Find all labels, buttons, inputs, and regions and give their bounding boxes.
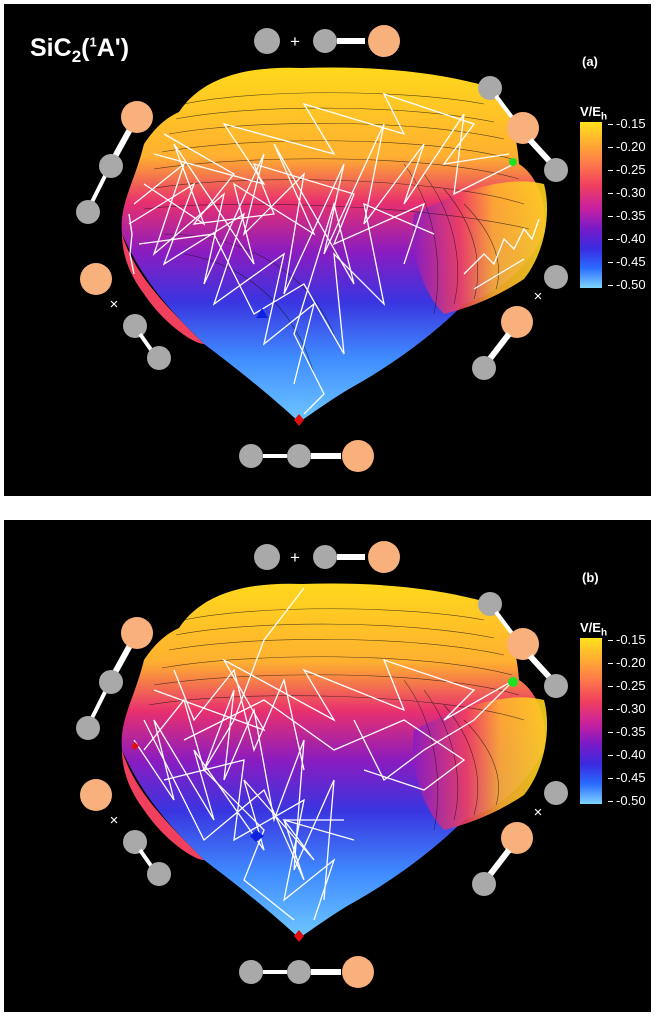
dissociation-plus-top: + (290, 548, 300, 567)
colorbar-tick: -0.35 (608, 724, 646, 739)
colorbar-title-a: V/Eh (580, 104, 608, 123)
surface-plot-b: + × (76, 541, 568, 988)
molecule-top: + (254, 541, 400, 573)
exit-marker (509, 158, 517, 166)
trajectories-a (128, 92, 540, 415)
molecule-upper-right (478, 592, 568, 698)
colorbar-tick: -0.50 (608, 277, 646, 292)
molecule-bottom (239, 956, 374, 988)
molecule-lower-left: × (80, 779, 171, 886)
molecule-lower-right: × (472, 781, 568, 896)
colorbar-tick: -0.15 (608, 632, 646, 647)
colorbar-tick: -0.45 (608, 254, 646, 269)
molecule-lower-left: × (80, 263, 171, 370)
molecule-bottom (239, 440, 374, 472)
dissociation-plus-top: + (290, 32, 300, 51)
minimum-marker (294, 930, 304, 942)
trajectories-b (133, 587, 515, 921)
pes-surface (121, 583, 546, 938)
colorbar-tick: -0.20 (608, 655, 646, 670)
colorbar-tick: -0.40 (608, 747, 646, 762)
panel-a: + × (4, 4, 651, 496)
colorbar-tick: -0.45 (608, 770, 646, 785)
colorbar-tick: -0.25 (608, 162, 646, 177)
transition-state-marker (256, 308, 268, 318)
colorbar-tick: -0.30 (608, 701, 646, 716)
molecule-lower-right: × (472, 265, 568, 380)
contour-lines (148, 608, 525, 831)
colorbar-b (580, 638, 602, 804)
surface-plot-a: + × (76, 25, 568, 472)
minimum-marker (294, 414, 304, 426)
contour-lines (143, 92, 530, 375)
dissociation-cross-right: × (534, 804, 543, 821)
colorbar-tick: -0.50 (608, 793, 646, 808)
colorbar-tick: -0.40 (608, 231, 646, 246)
molecule-title: SiC2(1A') (30, 34, 130, 66)
molecule-top: + (254, 25, 400, 57)
left-marker (131, 742, 139, 750)
molecule-upper-left (76, 101, 153, 224)
colorbar-tick: -0.20 (608, 139, 646, 154)
exit-marker (508, 677, 518, 687)
colorbar-tick: -0.35 (608, 208, 646, 223)
dissociation-cross-left: × (110, 812, 119, 829)
dissociation-cross-right: × (534, 288, 543, 305)
colorbar-title-b: V/Eh (580, 620, 608, 639)
colorbar-tick: -0.25 (608, 678, 646, 693)
transition-state-marker (250, 830, 264, 842)
colorbar-tick: -0.15 (608, 116, 646, 131)
colorbar-a (580, 122, 602, 288)
panel-b: + × (4, 520, 651, 1012)
molecule-upper-right (478, 76, 568, 182)
dissociation-cross-left: × (110, 296, 119, 313)
panel-label-a: (a) (582, 54, 598, 69)
colorbar-tick: -0.30 (608, 185, 646, 200)
molecule-upper-left (76, 617, 153, 740)
panel-label-b: (b) (582, 570, 599, 585)
